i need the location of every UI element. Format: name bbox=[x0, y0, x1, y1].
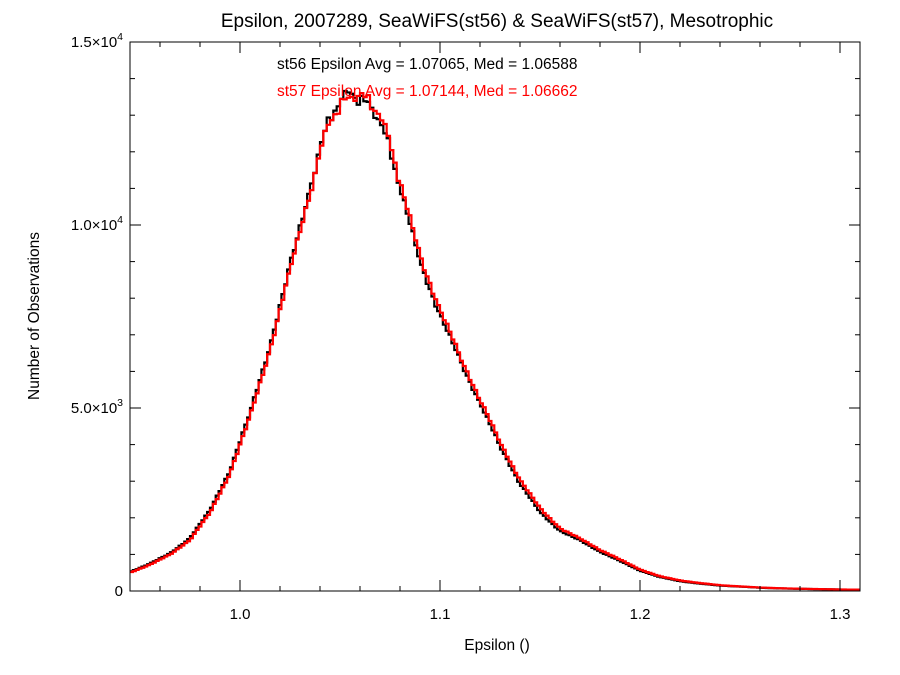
y-tick-label: 5.0×103 bbox=[71, 397, 123, 417]
series-line-0 bbox=[130, 89, 860, 591]
x-axis-label: Epsilon () bbox=[464, 637, 529, 654]
y-tick-label: 0 bbox=[115, 583, 123, 600]
plot-frame bbox=[129, 41, 861, 592]
series-layer bbox=[130, 89, 860, 591]
y-axis-label: Number of Observations bbox=[26, 232, 43, 400]
y-tick-label: 1.0×104 bbox=[71, 214, 123, 234]
y-tick-mantissa: 1.5×10 bbox=[71, 34, 117, 51]
y-tick-exponent: 4 bbox=[117, 31, 123, 43]
x-tick-label: 1.1 bbox=[430, 606, 451, 623]
x-tick-label: 1.2 bbox=[630, 606, 651, 623]
chart-title: Epsilon, 2007289, SeaWiFS(st56) & SeaWiF… bbox=[221, 11, 773, 32]
series-annotation-st57: st57 Epsilon Avg = 1.07144, Med = 1.0666… bbox=[277, 83, 577, 100]
y-tick-exponent: 3 bbox=[117, 397, 123, 409]
y-tick-mantissa: 5.0×10 bbox=[71, 400, 117, 417]
series-line-1 bbox=[130, 91, 860, 591]
series-annotation-st56: st56 Epsilon Avg = 1.07065, Med = 1.0658… bbox=[277, 56, 577, 73]
y-tick-mantissa: 1.0×10 bbox=[71, 217, 117, 234]
y-tick-exponent: 4 bbox=[117, 214, 123, 226]
x-tick-label: 1.3 bbox=[830, 606, 851, 623]
x-tick-label: 1.0 bbox=[230, 606, 251, 623]
y-tick-label: 1.5×104 bbox=[71, 31, 123, 51]
y-tick-mantissa: 0 bbox=[115, 583, 123, 600]
